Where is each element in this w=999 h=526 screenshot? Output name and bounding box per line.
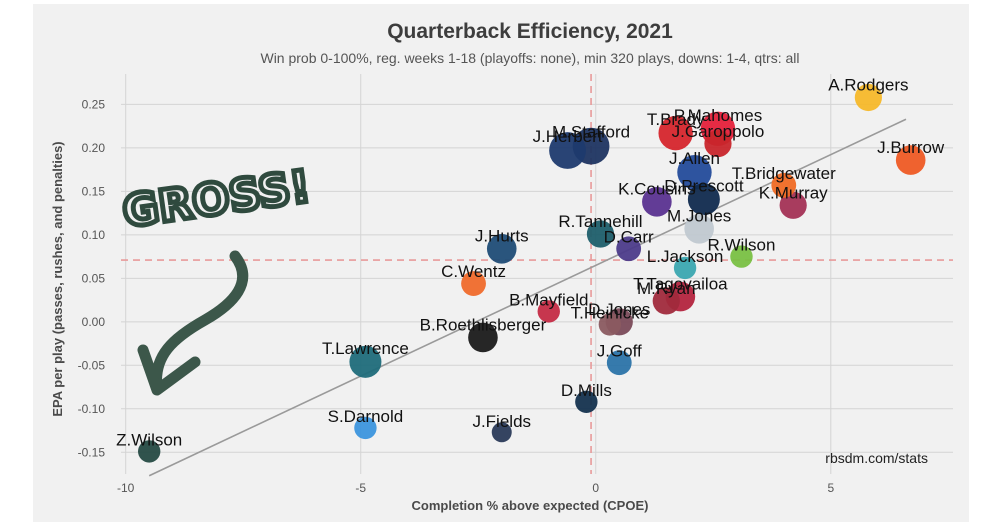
y-axis-ticks: 0.25 0.20 0.15 0.10 0.05 0.00 -0.05 -0.10 -0.15 xyxy=(78,97,106,459)
data-point xyxy=(138,440,161,463)
gross-annotation-text: GROSS! xyxy=(119,161,313,238)
point-label: J.Allen xyxy=(669,149,720,168)
data-point xyxy=(730,245,753,268)
point-label: R.Wilson xyxy=(707,236,775,255)
point-label: T.Tagovailoa xyxy=(633,274,728,293)
chart-card: Quarterback Efficiency, 2021 Win prob 0-… xyxy=(33,4,969,522)
data-point xyxy=(575,390,598,414)
data-point xyxy=(684,213,714,244)
x-tick-label: -5 xyxy=(355,481,366,495)
y-tick-label: -0.15 xyxy=(78,445,106,459)
data-point xyxy=(598,313,622,336)
annotation-arrow-icon xyxy=(151,250,249,394)
data-point xyxy=(704,129,732,158)
data-point xyxy=(606,350,632,376)
y-tick-label: 0.25 xyxy=(82,97,106,111)
point-label: T.Bridgewater xyxy=(732,164,836,183)
y-tick-label: -0.10 xyxy=(78,402,106,416)
point-label: M.Ryan xyxy=(637,279,696,298)
point-label: A.Rodgers xyxy=(828,76,908,95)
y-tick-label: 0.10 xyxy=(82,228,106,242)
data-point xyxy=(652,287,680,315)
point-label: K.Murray xyxy=(759,184,828,203)
y-axis-label: EPA per play (passes, rushes, and penalt… xyxy=(50,141,65,416)
gross-annotation: GROSS! xyxy=(117,159,316,396)
point-label: M.Stafford xyxy=(552,123,630,142)
point-label: L.Jackson xyxy=(647,247,724,266)
point-label: D.Jones xyxy=(588,300,650,319)
y-tick-label: 0.05 xyxy=(82,271,106,285)
data-point xyxy=(779,191,807,219)
data-point xyxy=(895,145,926,175)
point-label: J.Garoppolo xyxy=(672,122,765,141)
data-point xyxy=(586,220,615,248)
data-point xyxy=(687,183,720,216)
chart-title: Quarterback Efficiency, 2021 xyxy=(387,20,673,43)
data-point xyxy=(461,271,486,296)
point-label: D.Mills xyxy=(561,381,612,400)
data-point xyxy=(658,115,693,151)
point-label: D.Carr xyxy=(604,227,654,246)
x-axis-label: Completion % above expected (CPOE) xyxy=(412,498,649,513)
y-tick-label: 0.00 xyxy=(82,315,106,329)
data-point xyxy=(468,322,498,353)
data-point xyxy=(642,187,672,217)
x-tick-label: 0 xyxy=(592,481,599,495)
point-label: T.Brady xyxy=(647,110,705,129)
data-point xyxy=(349,345,382,378)
point-label: M.Jones xyxy=(667,207,731,226)
point-label: J.Herbert xyxy=(533,127,603,146)
point-label: K.Cousins xyxy=(618,180,695,199)
scatter-chart: Quarterback Efficiency, 2021 Win prob 0-… xyxy=(50,20,953,513)
point-label: C.Wentz xyxy=(441,262,506,281)
point-label: D.Prescott xyxy=(664,177,744,196)
x-tick-label: -10 xyxy=(117,481,135,495)
source-credit: rbsdm.com/stats xyxy=(825,450,928,466)
data-point xyxy=(673,256,697,280)
data-point xyxy=(354,416,377,440)
point-label: B.Roethlisberger xyxy=(420,315,547,334)
data-point xyxy=(491,422,512,443)
data-point xyxy=(486,233,517,264)
data-point xyxy=(677,155,712,190)
point-label: Z.Wilson xyxy=(116,430,182,449)
y-tick-label: -0.05 xyxy=(78,358,106,372)
point-label: J.Hurts xyxy=(475,227,529,246)
data-points xyxy=(138,83,926,463)
point-label: P.Mahomes xyxy=(674,106,763,125)
point-label: J.Fields xyxy=(472,412,531,431)
point-label: J.Burrow xyxy=(877,138,945,157)
point-label: T.Heinicke xyxy=(571,304,649,323)
point-label: S.Darnold xyxy=(328,407,404,426)
y-tick-label: 0.20 xyxy=(82,141,106,155)
data-point xyxy=(549,132,586,169)
annotation-arrowhead-icon xyxy=(137,344,201,396)
point-label: R.Tannehill xyxy=(558,212,642,231)
point-label: B.Mayfield xyxy=(509,290,588,309)
y-tick-label: 0.15 xyxy=(82,184,106,198)
x-axis-ticks: -10 -5 0 5 xyxy=(117,481,834,495)
data-point xyxy=(854,83,882,112)
x-tick-label: 5 xyxy=(827,481,834,495)
data-point xyxy=(537,300,560,323)
point-label: J.Goff xyxy=(597,341,642,360)
chart-subtitle: Win prob 0-100%, reg. weeks 1-18 (playof… xyxy=(260,50,799,66)
data-point xyxy=(616,236,642,262)
data-point xyxy=(771,172,797,198)
point-label: T.Lawrence xyxy=(322,339,409,358)
